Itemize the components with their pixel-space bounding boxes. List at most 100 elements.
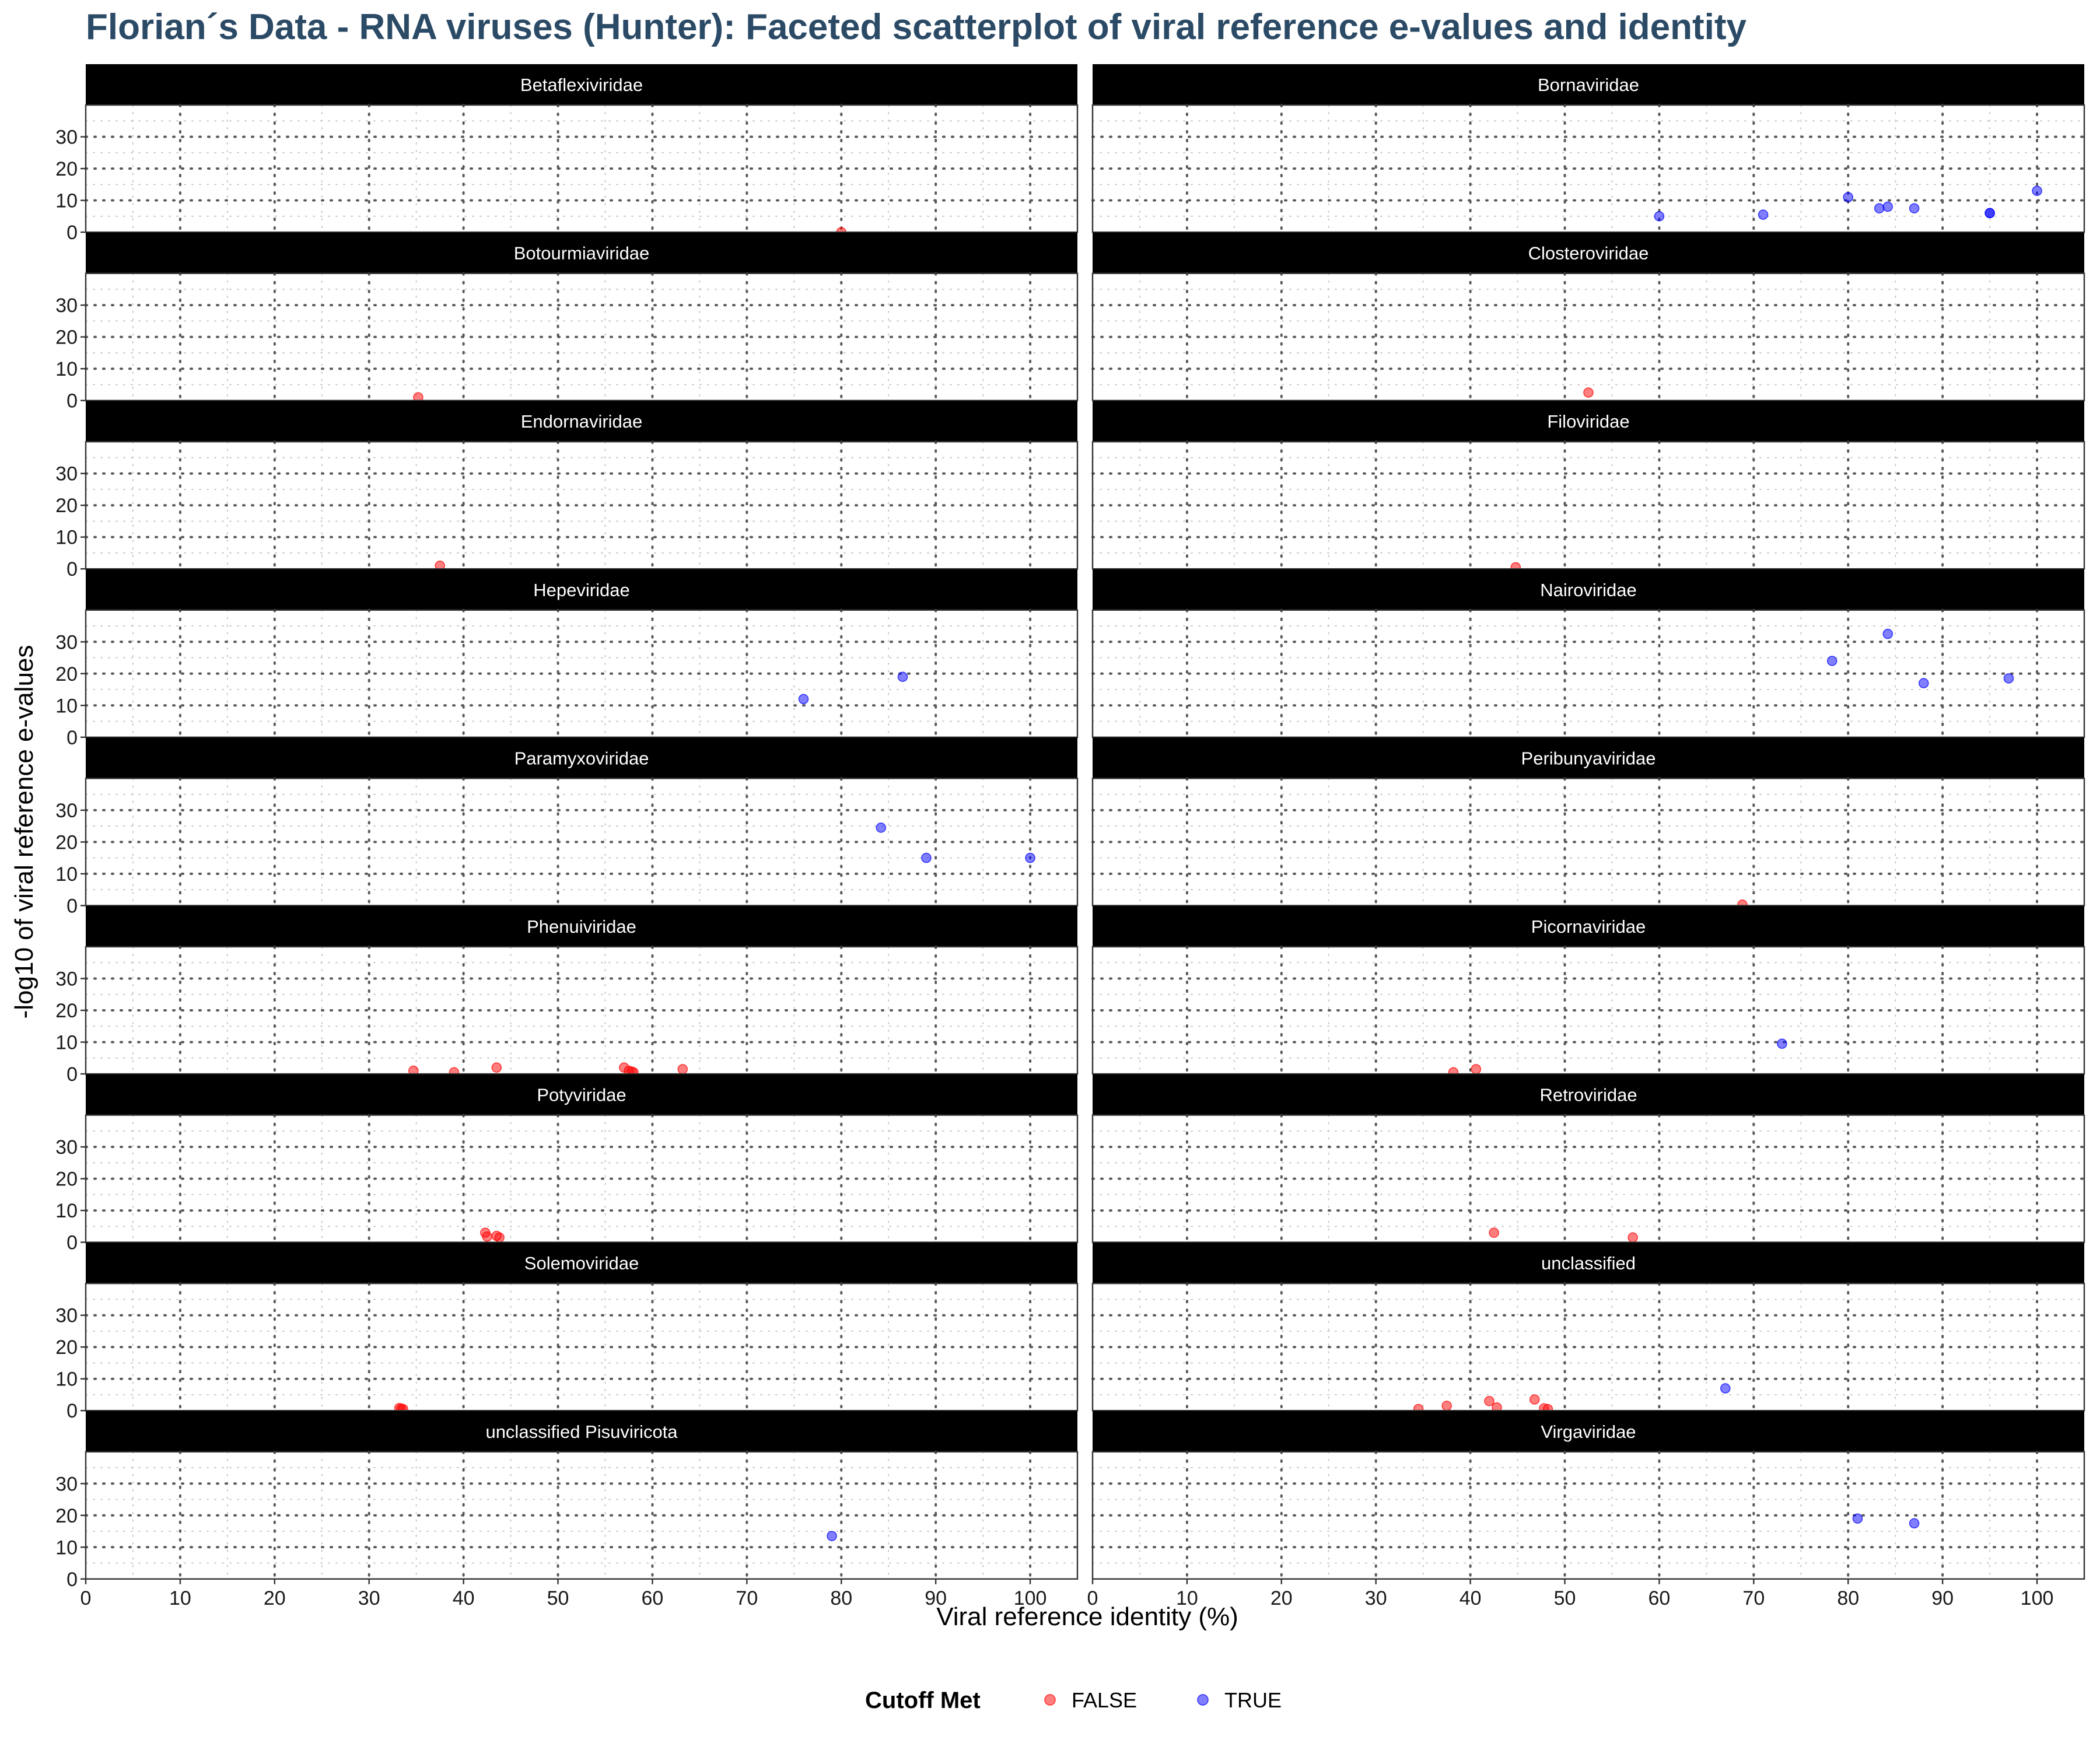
facet-label: Bornaviridae: [1538, 75, 1639, 95]
data-point-true: [1882, 628, 1893, 639]
legend-title: Cutoff Met: [865, 1688, 981, 1713]
facet-label: Peribunyaviridae: [1521, 748, 1656, 768]
legend: Cutoff Met FALSE TRUE: [865, 1688, 1282, 1713]
x-tick-label: 100: [2021, 1587, 2054, 1609]
facet-panel: Potyviridae 0 10 20 30: [55, 1074, 1079, 1254]
data-point-true: [921, 852, 932, 863]
facet-strip: [1093, 569, 2084, 610]
facet-strip: [86, 569, 1077, 610]
panel-border: [1091, 1451, 2085, 1580]
facet-label: Potyviridae: [537, 1085, 626, 1105]
y-tick-label: 30: [55, 631, 78, 653]
data-point-true: [1654, 211, 1665, 222]
x-tick-label: 0: [80, 1587, 92, 1609]
y-tick-label: 20: [55, 495, 78, 517]
x-tick-label: 20: [1270, 1587, 1293, 1609]
x-tick-label: 90: [1931, 1587, 1954, 1609]
y-tick-label: 10: [55, 190, 78, 212]
facet-strip: [86, 232, 1077, 274]
panel-border: [1091, 778, 2085, 907]
facet-panel: Hepeviridae 0 10 20 30: [55, 569, 1079, 749]
y-tick-label: 20: [55, 1000, 78, 1022]
x-tick-label: 30: [1365, 1587, 1387, 1609]
facet-panel: Solemoviridae 0 10 20 30: [55, 1242, 1079, 1422]
y-tick-label: 0: [66, 1400, 78, 1422]
panel-border: [1091, 1282, 2085, 1412]
data-point-false: [491, 1062, 502, 1073]
facet-strip: [86, 1074, 1077, 1115]
y-tick-label: 0: [66, 1232, 78, 1254]
x-tick-label: 80: [830, 1587, 852, 1609]
facet-strip: [1093, 232, 2084, 274]
facet-strip: [86, 1410, 1077, 1452]
data-point-true: [1919, 678, 1929, 688]
facet-label: Botourmiaviridae: [514, 243, 650, 264]
x-tick-label: 0: [1087, 1587, 1098, 1609]
y-tick-label: 30: [55, 295, 78, 317]
facet-label: unclassified: [1541, 1253, 1636, 1273]
x-tick-label: 100: [1014, 1587, 1047, 1609]
facet-panel: Paramyxoviridae 0 10 20 30: [55, 737, 1079, 917]
facet-label: Betaflexiviridae: [520, 75, 643, 95]
facet-strip: [1093, 1074, 2084, 1115]
x-tick-label: 50: [1554, 1587, 1576, 1609]
facet-label: unclassified Pisuviricota: [485, 1422, 678, 1442]
panel-border: [1091, 946, 2085, 1075]
x-tick-label: 30: [358, 1587, 380, 1609]
y-tick-label: 20: [55, 1168, 78, 1191]
y-tick-label: 0: [66, 1063, 78, 1086]
x-tick-label: 70: [736, 1587, 758, 1609]
y-tick-label: 10: [55, 1368, 78, 1391]
facet-label: Picornaviridae: [1531, 916, 1646, 937]
data-point-false: [494, 1232, 505, 1243]
facet-strip: [86, 1242, 1077, 1284]
legend-key: [1197, 1694, 1209, 1706]
facet-panel: Virgaviridae: [1091, 1410, 2085, 1580]
data-point-true: [1909, 1518, 1920, 1529]
x-tick-label: 20: [264, 1587, 286, 1609]
y-axis-title: -log10 of viral reference e-values: [10, 645, 38, 1019]
panel-border: [1091, 609, 2085, 738]
x-axis-title: Viral reference identity (%): [936, 1602, 1238, 1631]
panel-border: [1091, 1114, 2085, 1243]
y-tick-label: 10: [55, 358, 78, 380]
facet-label: Nairoviridae: [1540, 580, 1636, 600]
panel-border: [1091, 272, 2085, 401]
chart-title: Florian´s Data - RNA viruses (Hunter): F…: [86, 7, 1747, 47]
y-tick-label: 30: [55, 127, 78, 149]
y-tick-label: 10: [55, 1536, 78, 1559]
y-tick-label: 30: [55, 463, 78, 485]
facet-panel: unclassified: [1091, 1242, 2085, 1415]
legend-entries: FALSE TRUE: [1044, 1688, 1282, 1712]
data-point-false: [1628, 1232, 1638, 1243]
facet-strip: [1093, 1242, 2084, 1284]
data-point-true: [876, 822, 886, 833]
facet-panels: Betaflexiviridae 0 10 20 30 Bornaviridae Botou…: [55, 64, 2085, 1591]
facet-strip: [86, 64, 1077, 105]
y-tick-label: 10: [55, 1200, 78, 1222]
data-point-true: [2032, 186, 2042, 196]
x-tick-label: 70: [1742, 1587, 1765, 1609]
y-tick-label: 10: [55, 695, 78, 717]
facet-panel: Botourmiaviridae 0 10 20 30: [55, 232, 1079, 412]
data-point-true: [1882, 201, 1893, 212]
data-point-true: [827, 1531, 837, 1541]
data-point-true: [1874, 203, 1885, 214]
facet-label: Paramyxoviridae: [514, 748, 649, 768]
facet-panel: Betaflexiviridae 0 10 20 30: [55, 64, 1079, 244]
data-point-false: [482, 1231, 492, 1242]
panel-border: [1091, 441, 2085, 570]
data-point-true: [1777, 1038, 1787, 1049]
facet-panel: Retroviridae: [1091, 1074, 2085, 1244]
x-tick-label: 10: [1176, 1587, 1198, 1609]
x-tick-label: 80: [1837, 1587, 1859, 1609]
y-tick-label: 0: [66, 390, 78, 412]
x-axes: 0 10 20 30 40 50 60 70 80 90 100 0 10 20 30 40 50 60 70 80 9…: [80, 1578, 2054, 1609]
facet-strip: [1093, 401, 2084, 442]
data-point-false: [1529, 1394, 1540, 1405]
legend-label: FALSE: [1072, 1688, 1137, 1712]
y-tick-label: 20: [55, 327, 78, 349]
data-point-true: [1843, 192, 1853, 202]
facet-panel: Phenuiviridae 0 10 20 30: [55, 906, 1079, 1086]
